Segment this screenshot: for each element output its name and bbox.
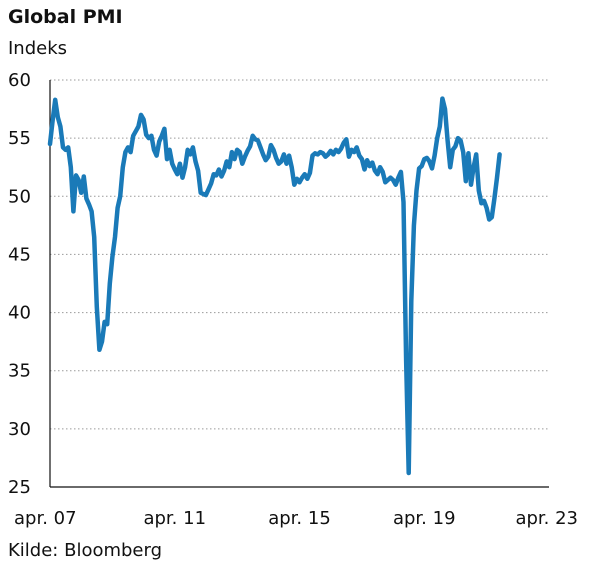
y-tick-label: 60 xyxy=(8,70,31,91)
y-tick-label: 25 xyxy=(8,477,31,498)
y-tick-label: 55 xyxy=(8,128,31,149)
x-tick-label: apr. 07 xyxy=(14,508,77,529)
y-tick-label: 45 xyxy=(8,244,31,265)
chart-subtitle: Indeks xyxy=(8,38,68,59)
y-tick-label: 35 xyxy=(8,361,31,382)
x-tick-labels: apr. 07 apr. 11 apr. 15 apr. 19 apr. 23 xyxy=(14,508,578,529)
x-tick-label: apr. 11 xyxy=(143,508,206,529)
axes xyxy=(49,80,549,488)
x-tick-label: apr. 19 xyxy=(393,508,456,529)
y-tick-label: 50 xyxy=(8,186,31,207)
x-tick-label: apr. 23 xyxy=(515,508,578,529)
x-tick-label: apr. 15 xyxy=(268,508,331,529)
y-tick-label: 30 xyxy=(8,419,31,440)
source-note: Kilde: Bloomberg xyxy=(8,540,163,561)
series-line xyxy=(47,96,502,476)
gridlines xyxy=(50,79,549,430)
y-tick-labels: 25 30 35 40 45 50 55 60 xyxy=(8,70,31,498)
y-tick-label: 40 xyxy=(8,303,31,324)
chart-title: Global PMI xyxy=(8,6,123,28)
series-layer xyxy=(47,96,502,476)
